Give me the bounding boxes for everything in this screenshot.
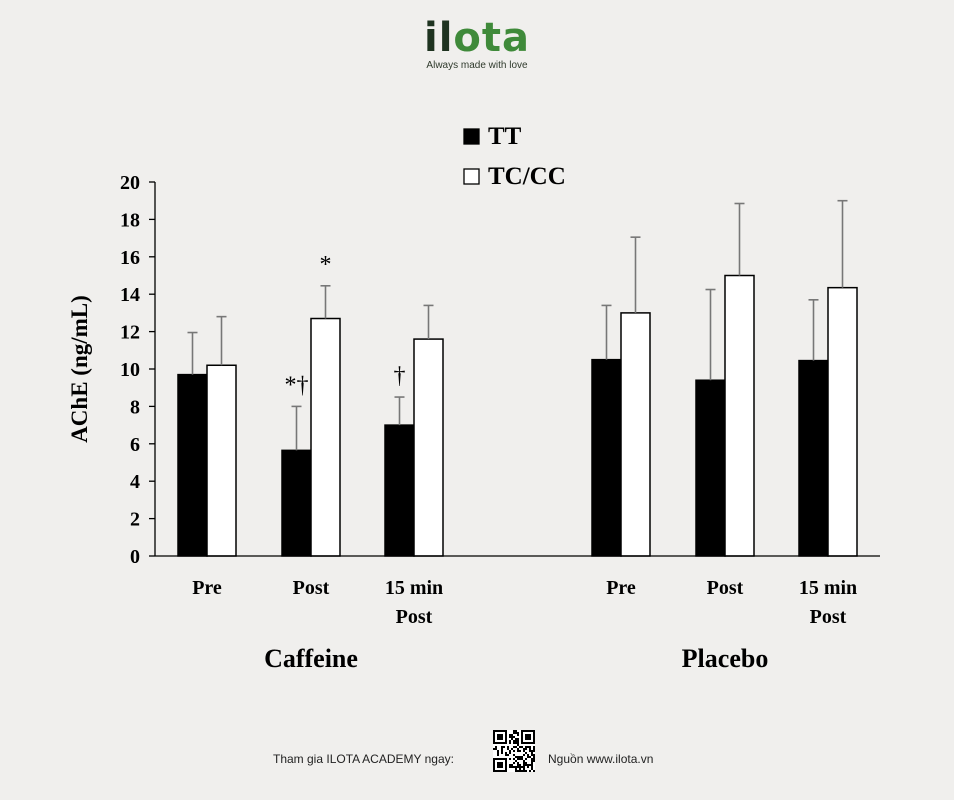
bar-tc-cc: [413, 338, 444, 557]
bar-tc-cc: [724, 274, 755, 557]
x-tick-label: Pre: [606, 577, 636, 599]
logo-text-green: ota: [453, 15, 530, 61]
y-tick-label: 4: [130, 471, 140, 493]
logo: ilota Always made with love: [0, 16, 954, 71]
footer: Tham gia ILOTA ACADEMY ngay: Nguồn www.i…: [0, 728, 954, 776]
y-tick-label: 0: [130, 546, 140, 568]
bar-tt: [177, 373, 208, 557]
y-tick-label: 8: [130, 396, 140, 418]
group-label: Placebo: [682, 644, 769, 673]
significance-marker: *: [320, 252, 332, 278]
y-tick-label: 14: [120, 284, 140, 306]
x-tick-label: Pre: [192, 577, 222, 599]
footer-source-text: Nguồn www.ilota.vn: [548, 752, 654, 766]
significance-marker: *†: [285, 372, 309, 398]
bar-tt: [695, 379, 726, 557]
bar-tt: [798, 359, 829, 557]
y-axis-label: AChE (ng/mL): [67, 295, 92, 443]
logo-text-dark: il: [423, 15, 454, 61]
bar-tc-cc: [827, 286, 858, 557]
y-tick-label: 20: [120, 172, 140, 194]
bar-tt: [384, 424, 415, 557]
y-tick-label: 6: [130, 434, 140, 456]
qr-code-icon[interactable]: [493, 730, 535, 772]
legend-label: TT: [488, 123, 522, 150]
group-label: Caffeine: [264, 644, 358, 673]
y-tick-label: 18: [120, 209, 140, 231]
x-tick-label: Post: [293, 577, 330, 599]
bar-tt: [591, 358, 622, 557]
significance-marker: †: [394, 363, 406, 389]
bar-tc-cc: [310, 317, 341, 557]
y-tick-label: 10: [120, 359, 140, 381]
bar-tt: [281, 449, 312, 557]
bar-tc-cc: [206, 364, 237, 557]
logo-mark: ilota: [0, 16, 954, 60]
y-tick-label: 12: [120, 322, 140, 344]
x-tick-label: 15 min Post: [385, 577, 443, 628]
y-tick-label: 2: [130, 509, 140, 531]
legend-label: TC/CC: [488, 163, 566, 190]
footer-join-text: Tham gia ILOTA ACADEMY ngay:: [273, 752, 454, 766]
x-tick-label: 15 min Post: [799, 577, 857, 628]
bar-tc-cc: [620, 312, 651, 557]
logo-tagline: Always made with love: [426, 60, 528, 71]
legend-swatch: [463, 168, 480, 185]
x-tick-label: Post: [707, 577, 744, 599]
y-tick-label: 16: [120, 247, 140, 269]
legend-swatch: [463, 128, 480, 145]
